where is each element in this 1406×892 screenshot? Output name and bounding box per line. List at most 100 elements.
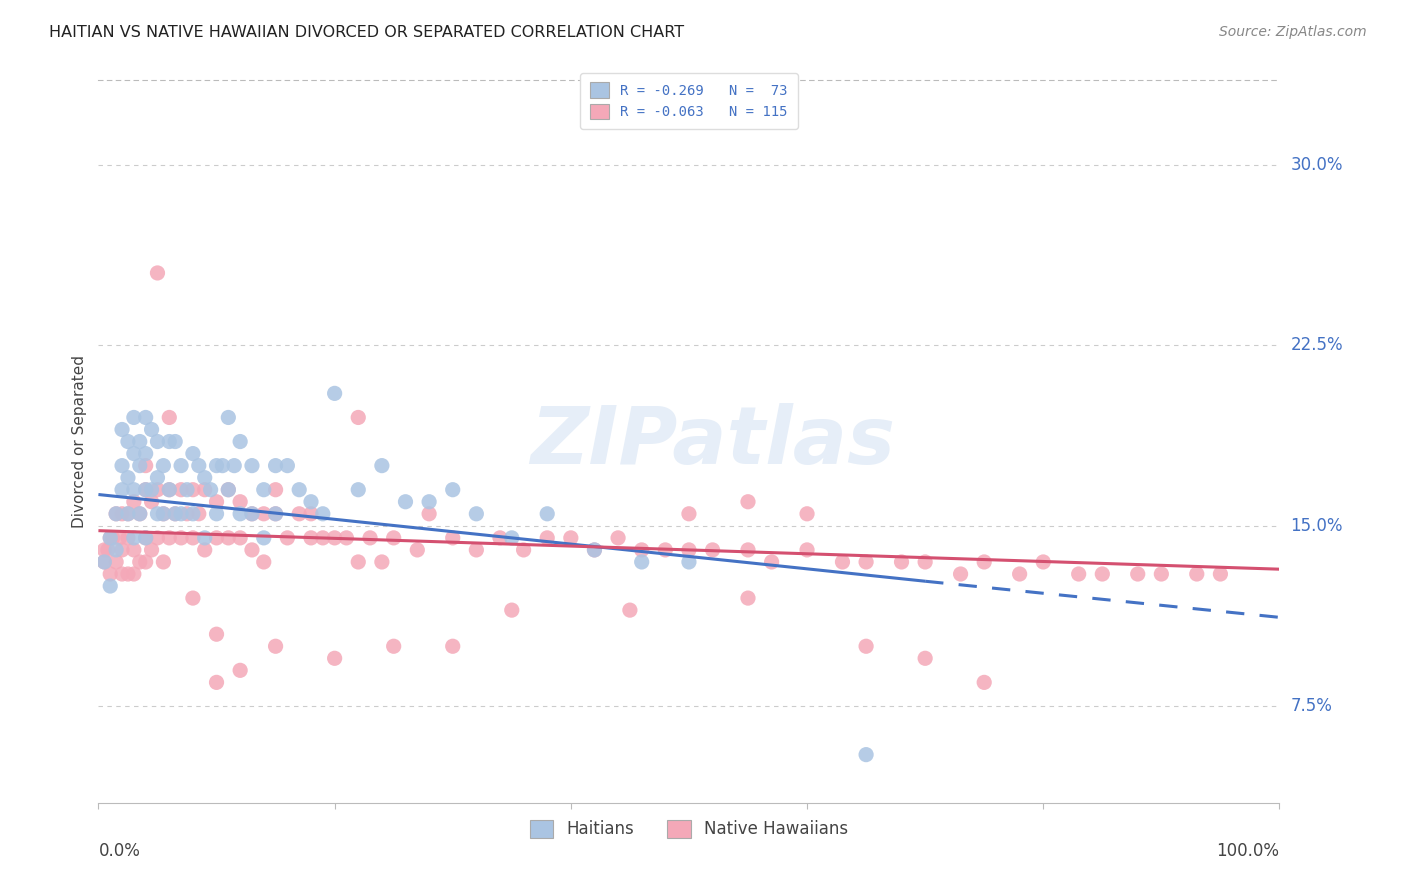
Point (205, 507, 228, 521)
Point (165, 434, 187, 449)
Point (619, 603, 641, 617)
Point (501, 603, 523, 617)
Point (264, 507, 287, 521)
Point (382, 531, 405, 545)
Point (146, 507, 169, 521)
Point (702, 542, 724, 557)
Point (288, 483, 311, 497)
Point (128, 507, 150, 521)
Point (1150, 567, 1173, 582)
Point (98, 531, 121, 545)
Point (1091, 567, 1114, 582)
Point (117, 434, 139, 449)
Point (152, 507, 174, 521)
Point (181, 531, 204, 545)
Point (1126, 567, 1149, 582)
Point (108, 531, 131, 545)
Point (501, 531, 523, 545)
Point (335, 531, 357, 545)
Point (323, 386, 346, 401)
Point (205, 675, 228, 690)
Point (141, 494, 163, 508)
Point (146, 483, 169, 497)
Point (146, 434, 169, 449)
Point (973, 675, 995, 690)
Point (122, 542, 145, 557)
Point (97, 542, 120, 557)
Point (194, 483, 217, 497)
Point (855, 639, 877, 653)
Point (111, 458, 134, 473)
Point (146, 471, 169, 485)
Point (170, 531, 193, 545)
Point (264, 483, 287, 497)
Point (347, 410, 370, 425)
Point (135, 447, 157, 461)
Point (181, 447, 204, 461)
Point (111, 507, 134, 521)
Point (276, 458, 298, 473)
Point (229, 507, 252, 521)
Point (117, 507, 139, 521)
Point (117, 471, 139, 485)
Point (288, 507, 311, 521)
Point (347, 555, 370, 569)
Point (678, 542, 700, 557)
Point (1209, 567, 1232, 582)
Point (678, 507, 700, 521)
Point (135, 531, 157, 545)
Point (98, 567, 121, 582)
Point (678, 555, 700, 569)
Point (359, 531, 381, 545)
Point (176, 507, 198, 521)
Point (253, 483, 276, 497)
Point (128, 458, 150, 473)
Point (122, 447, 145, 461)
Point (128, 507, 150, 521)
Point (323, 531, 346, 545)
Point (253, 531, 276, 545)
Text: 22.5%: 22.5% (1291, 336, 1343, 354)
Point (146, 531, 169, 545)
Point (630, 542, 652, 557)
Point (152, 507, 174, 521)
Point (973, 555, 995, 569)
Point (157, 483, 180, 497)
Point (170, 458, 193, 473)
Point (441, 531, 464, 545)
Text: 7.5%: 7.5% (1291, 698, 1333, 715)
Point (371, 458, 394, 473)
Point (170, 507, 193, 521)
Point (264, 639, 287, 653)
Point (122, 483, 145, 497)
Point (217, 531, 239, 545)
Point (583, 542, 606, 557)
Point (217, 410, 239, 425)
Point (240, 458, 263, 473)
Text: 15.0%: 15.0% (1291, 516, 1343, 535)
Point (737, 494, 759, 508)
Point (1185, 567, 1208, 582)
Point (117, 531, 139, 545)
Point (229, 434, 252, 449)
Point (187, 507, 209, 521)
Point (240, 507, 263, 521)
Point (855, 555, 877, 569)
Point (98, 579, 121, 593)
Point (796, 542, 818, 557)
Point (141, 542, 163, 557)
Point (299, 507, 322, 521)
Text: ZIPatlas: ZIPatlas (530, 402, 896, 481)
Point (205, 458, 228, 473)
Point (105, 507, 128, 521)
Point (205, 494, 228, 508)
Point (117, 507, 139, 521)
Point (465, 542, 488, 557)
Point (165, 507, 187, 521)
Point (299, 531, 322, 545)
Point (465, 507, 488, 521)
Point (1032, 555, 1054, 569)
Point (105, 555, 128, 569)
Point (312, 531, 335, 545)
Point (418, 507, 440, 521)
